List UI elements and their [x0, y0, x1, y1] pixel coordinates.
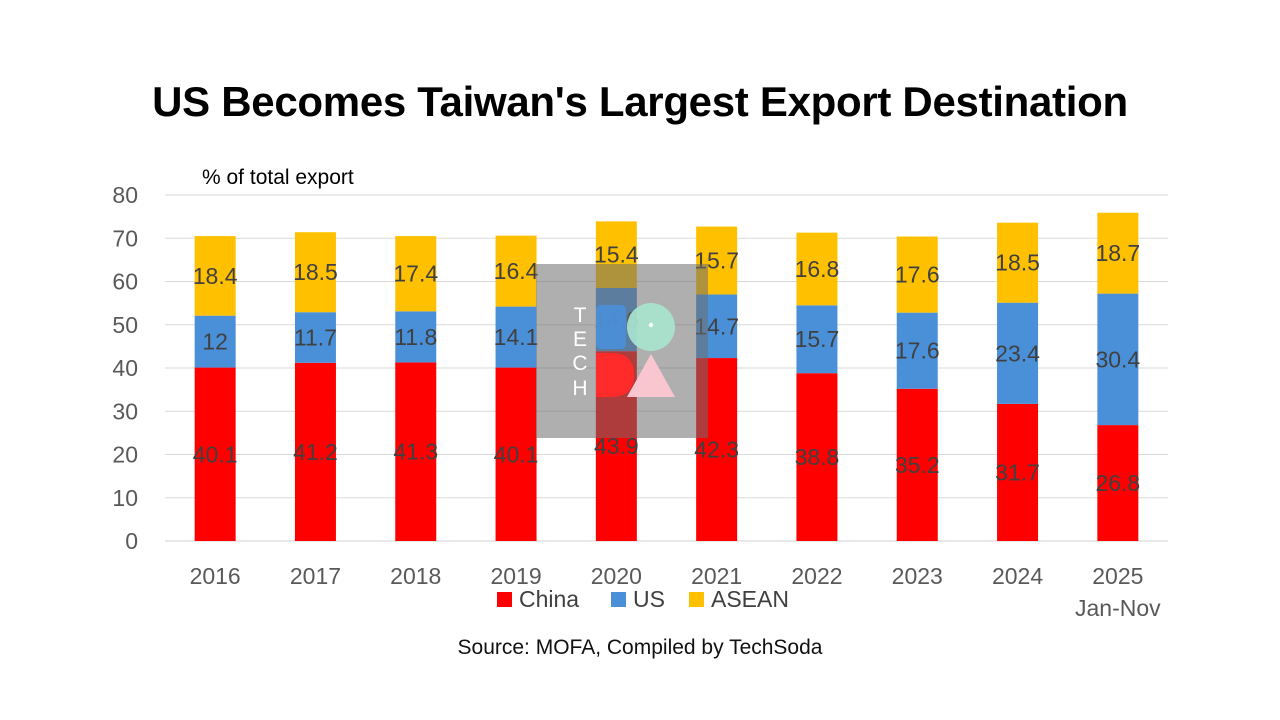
watermark-letter-h: H: [572, 377, 587, 400]
bar-asean-2016: [194, 236, 236, 316]
bar-china-2025: [1097, 425, 1139, 541]
watermark-d-shape: [596, 353, 634, 397]
x-tick-label-2016: 2016: [190, 563, 241, 589]
data-label-us-2024: 23.4: [995, 340, 1040, 366]
y-tick-label-80: 80: [112, 182, 138, 208]
y-axis-ticks: 0 10 20 30 40 50 60 70 80: [112, 182, 138, 554]
bar-us-2023: [896, 312, 938, 389]
bar-asean-2024: [997, 222, 1039, 303]
bars: [194, 212, 1139, 541]
data-label-china-2019: 40.1: [494, 441, 539, 467]
x-tick-label-2025: 2025: [1092, 563, 1143, 589]
chart-title: US Becomes Taiwan's Largest Export Desti…: [152, 78, 1128, 125]
legend-label-asean: ASEAN: [711, 586, 789, 612]
y-tick-label-70: 70: [112, 225, 138, 251]
y-tick-label-50: 50: [112, 312, 138, 338]
watermark-a-shape: [627, 354, 675, 397]
y-tick-label-40: 40: [112, 355, 138, 381]
data-labels: 40.1 12 18.4 41.2 11.7 18.5 41.3 11.8 17.4 40.1 14…: [193, 240, 1141, 496]
bar-asean-2018: [395, 236, 437, 312]
data-label-asean-2020: 15.4: [594, 242, 639, 268]
y-tick-label-60: 60: [112, 269, 138, 295]
bar-china-2017: [294, 362, 336, 541]
bar-asean-2017: [294, 232, 336, 313]
data-label-asean-2023: 17.6: [895, 262, 940, 288]
techsoda-watermark: T E C H: [536, 264, 708, 438]
bar-china-2016: [194, 367, 236, 541]
data-label-asean-2022: 16.8: [795, 256, 840, 282]
x-tick-label-2023: 2023: [892, 563, 943, 589]
bar-china-2019: [495, 367, 537, 541]
watermark-letter-t: T: [574, 304, 587, 327]
bar-asean-2022: [796, 232, 838, 306]
watermark-dot: [648, 322, 654, 328]
data-label-us-2022: 15.7: [795, 326, 840, 352]
bar-asean-2025: [1097, 212, 1139, 294]
x-axis-ticks: 2016 2017 2018 2019 2020 2021 2022 2023 2024 2025…: [190, 563, 1162, 621]
bar-us-2022: [796, 305, 838, 374]
data-label-asean-2016: 18.4: [193, 263, 238, 289]
bar-us-2018: [395, 311, 437, 363]
data-label-china-2016: 40.1: [193, 441, 238, 467]
bar-us-2016: [194, 315, 236, 368]
x-tick-label-2019: 2019: [490, 563, 541, 589]
data-label-us-2016: 12: [202, 329, 228, 355]
data-label-china-2023: 35.2: [895, 452, 940, 478]
y-tick-label-0: 0: [125, 528, 138, 554]
x-tick-label-2024: 2024: [992, 563, 1043, 589]
watermark-s-shape: [596, 305, 626, 349]
bar-china-2018: [395, 362, 437, 541]
bar-china-2024: [997, 403, 1039, 541]
bar-us-2025: [1097, 293, 1139, 426]
data-label-china-2018: 41.3: [393, 439, 438, 465]
data-label-us-2023: 17.6: [895, 338, 940, 364]
bar-us-2017: [294, 312, 336, 363]
watermark-letters: T E C H: [572, 304, 587, 400]
data-label-us-2018: 11.8: [394, 324, 437, 350]
x-tick-label-2017: 2017: [290, 563, 341, 589]
legend-label-china: China: [519, 586, 579, 612]
bar-china-2023: [896, 388, 938, 541]
data-label-us-2017: 11.7: [294, 325, 337, 351]
data-label-asean-2018: 17.4: [393, 261, 438, 287]
x-tick-sublabel-2025: Jan-Nov: [1075, 595, 1161, 621]
y-tick-label-20: 20: [112, 442, 138, 468]
legend-swatch-asean: [689, 592, 704, 607]
data-label-us-2019: 14.1: [494, 324, 539, 350]
x-tick-label-2018: 2018: [390, 563, 441, 589]
data-label-china-2017: 41.2: [293, 439, 338, 465]
bar-asean-2019: [495, 235, 537, 307]
bar-us-2024: [997, 302, 1039, 404]
legend-label-us: US: [633, 586, 665, 612]
bar-us-2019: [495, 306, 537, 368]
bar-asean-2023: [896, 236, 938, 313]
watermark-letter-c: C: [572, 352, 587, 375]
data-label-asean-2019: 16.4: [494, 258, 539, 284]
x-tick-label-2020: 2020: [591, 563, 642, 589]
data-label-us-2025: 30.4: [1095, 346, 1140, 372]
x-tick-label-2022: 2022: [791, 563, 842, 589]
y-tick-label-10: 10: [112, 485, 138, 511]
bar-china-2022: [796, 373, 838, 541]
data-label-asean-2017: 18.5: [293, 259, 338, 285]
data-label-asean-2024: 18.5: [995, 250, 1040, 276]
y-axis-label: % of total export: [202, 166, 354, 189]
watermark-backdrop: [536, 264, 708, 438]
chart-source-note: Source: MOFA, Compiled by TechSoda: [457, 636, 823, 659]
data-label-asean-2025: 18.7: [1095, 240, 1140, 266]
legend: China US ASEAN: [497, 586, 789, 612]
x-tick-label-2021: 2021: [691, 563, 742, 589]
legend-swatch-china: [497, 592, 512, 607]
data-label-china-2025: 26.8: [1095, 470, 1140, 496]
data-label-china-2022: 38.8: [795, 444, 840, 470]
y-tick-label-30: 30: [112, 398, 138, 424]
watermark-letter-e: E: [573, 328, 587, 351]
legend-swatch-us: [611, 592, 626, 607]
data-label-china-2021: 42.3: [694, 437, 739, 463]
data-label-china-2024: 31.7: [995, 459, 1040, 485]
